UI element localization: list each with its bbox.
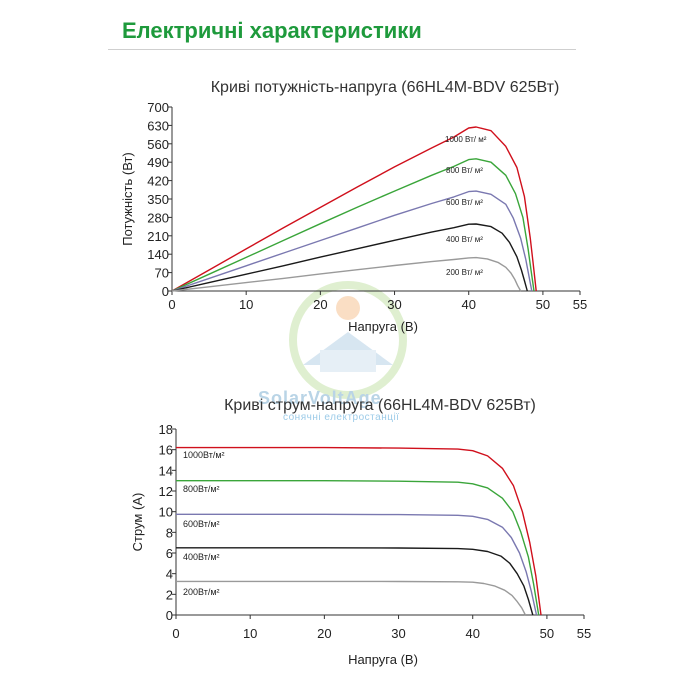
x-tick-label: 30 (391, 626, 405, 641)
chart-title: Криві струм-напруга (66HL4M-BDV 625Вт) (224, 397, 536, 414)
x-tick-label: 10 (243, 626, 257, 641)
x-tick-label: 55 (573, 297, 587, 312)
y-tick-label: 12 (159, 484, 173, 499)
y-tick-label: 280 (147, 210, 169, 225)
series-label: 1000 Вт/ м² (445, 135, 487, 144)
series-label: 600 Вт/ м² (446, 198, 483, 207)
y-tick-label: 350 (147, 192, 169, 207)
y-tick-label: 700 (147, 100, 169, 115)
series-line (176, 446, 542, 616)
watermark-subtitle: сонячні електростанції (283, 412, 400, 423)
power-voltage-chart: Криві потужність-напруга (66HL4M-BDV 625… (120, 79, 587, 334)
x-tick-label: 55 (577, 626, 591, 641)
x-axis-label: Напруга (В) (348, 319, 418, 334)
series-line (176, 513, 538, 616)
title-divider (108, 49, 576, 50)
x-tick-label: 30 (387, 297, 401, 312)
series-line (176, 480, 540, 616)
y-tick-label: 2 (166, 587, 173, 602)
y-tick-label: 18 (159, 422, 173, 437)
y-tick-label: 14 (159, 463, 173, 478)
series-label: 800Вт/м² (183, 484, 220, 494)
y-tick-label: 4 (166, 567, 173, 582)
y-tick-label: 630 (147, 118, 169, 133)
y-tick-label: 10 (159, 505, 173, 520)
x-tick-label: 40 (461, 297, 475, 312)
series-line (171, 126, 537, 292)
series-line (171, 158, 535, 292)
y-tick-label: 0 (166, 608, 173, 623)
y-tick-label: 560 (147, 137, 169, 152)
chart-title: Криві потужність-напруга (66HL4M-BDV 625… (211, 79, 560, 96)
series-line (171, 223, 528, 292)
y-tick-label: 420 (147, 174, 169, 189)
x-tick-label: 20 (313, 297, 327, 312)
series-label: 400Вт/м² (183, 552, 220, 562)
series-label: 200Вт/м² (183, 587, 220, 597)
x-tick-label: 10 (239, 297, 253, 312)
x-tick-label: 40 (465, 626, 479, 641)
x-tick-label: 50 (540, 626, 554, 641)
y-tick-label: 0 (162, 284, 169, 299)
series-line (176, 547, 534, 616)
series-label: 400 Вт/ м² (446, 235, 483, 244)
y-tick-label: 6 (166, 546, 173, 561)
series-line (171, 256, 522, 292)
page-title: Електричні характеристики (122, 18, 422, 43)
watermark-name: SolarVoltAge (258, 388, 382, 408)
x-axis-label: Напруга (В) (348, 652, 418, 667)
y-axis-label: Потужність (Вт) (120, 152, 135, 246)
series-line (176, 580, 527, 616)
series-label: 200 Вт/ м² (446, 268, 483, 277)
x-tick-label: 20 (317, 626, 331, 641)
y-tick-label: 16 (159, 443, 173, 458)
series-label: 600Вт/м² (183, 519, 220, 529)
y-tick-label: 8 (166, 525, 173, 540)
watermark-logo-icon (289, 281, 407, 399)
x-tick-label: 50 (536, 297, 550, 312)
y-tick-label: 210 (147, 229, 169, 244)
x-tick-label: 0 (172, 626, 179, 641)
y-tick-label: 490 (147, 155, 169, 170)
series-line (171, 190, 533, 292)
y-tick-label: 70 (155, 266, 169, 281)
x-tick-label: 0 (168, 297, 175, 312)
series-label: 1000Вт/м² (183, 450, 225, 460)
y-axis-label: Струм (А) (130, 493, 145, 552)
series-label: 800 Вт/ м² (446, 166, 483, 175)
y-tick-label: 140 (147, 247, 169, 262)
